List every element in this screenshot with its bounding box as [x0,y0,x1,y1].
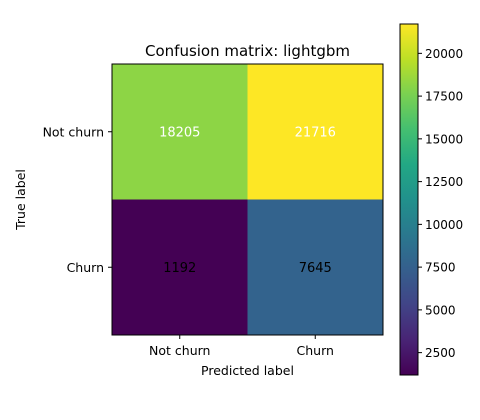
colorbar-frame [399,23,419,376]
colorbar-tick-label: 15000 [425,132,463,146]
heatmap-cells [112,64,383,335]
y-tick-label: Not churn [43,124,104,139]
heatmap-cell-1-1 [247,199,383,335]
heatmap-cell-1-0 [112,199,248,335]
colorbar-tick-label: 2500 [425,346,456,360]
colorbar-tick-label: 7500 [425,261,456,275]
x-tick-label: Not churn [149,343,210,358]
colorbar-tick-label: 5000 [425,303,456,317]
x-tick-label: Churn [297,343,334,358]
plot-frame [111,63,384,336]
colorbar-tick-label: 10000 [425,218,463,232]
colorbar [400,24,418,375]
colorbar-tick-label: 20000 [425,47,463,61]
y-tick-label: Churn [67,260,104,275]
colorbar-ticks: 2500 5000 7500 10000 12500 15000 17500 20000 [418,47,463,360]
heatmap-cell-0-1 [247,64,383,200]
cell-value-labels: 18205 21716 1192 7645 [159,125,336,276]
x-axis-ticks: Not churn Churn [149,335,334,358]
x-axis-label: Predicted label [201,363,294,378]
y-axis-label: True label [13,169,28,231]
cell-value-0-0: 18205 [159,125,200,140]
colorbar-tick-label: 12500 [425,175,463,189]
cell-value-0-1: 21716 [295,125,336,140]
colorbar-tick-label: 17500 [425,90,463,104]
cell-value-1-1: 7645 [299,261,332,276]
cell-value-1-0: 1192 [163,261,196,276]
y-axis-ticks: Not churn Churn [43,124,112,275]
heatmap-cell-0-0 [112,64,248,200]
chart-title: Confusion matrix: lightgbm [145,42,350,60]
